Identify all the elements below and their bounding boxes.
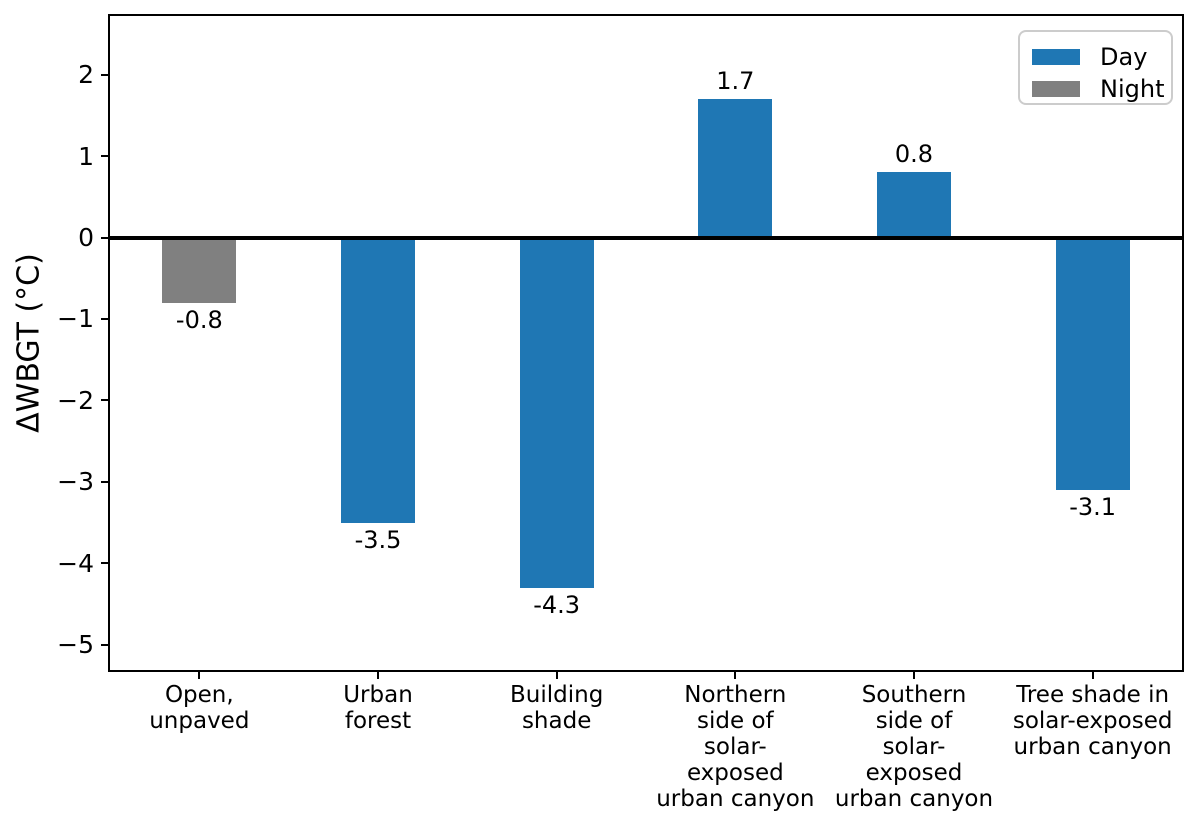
x-tick-label-northern-side-solar-exposed-urban-canyon: Northern side of solar-exposed urban canyon <box>620 682 850 812</box>
bar-building-shade <box>519 237 594 588</box>
x-tick-label-line: solar- <box>882 734 946 760</box>
legend-label-night: Night <box>1100 75 1165 103</box>
legend: Day Night <box>1018 30 1173 105</box>
x-tick-label-line: Northern <box>684 682 787 708</box>
bar-value-label: 0.8 <box>894 140 934 169</box>
legend-item-night: Night <box>1020 73 1171 105</box>
x-tick-label-line: unpaved <box>149 708 250 734</box>
x-tick-label-line: urban canyon <box>656 786 815 812</box>
legend-item-day: Day <box>1020 41 1171 73</box>
x-tick-label-line: solar- <box>703 734 767 760</box>
x-tick-label-tree-shade-solar-exposed-urban-canyon: Tree shade in solar-exposed urban canyon <box>978 682 1200 760</box>
x-tick-label-line: Open, <box>164 682 234 708</box>
bar-value-label: 1.7 <box>716 67 755 96</box>
x-tick-label-line: urban canyon <box>1013 734 1172 760</box>
x-tick-label-line: side of <box>697 708 774 734</box>
x-tick-mark <box>734 670 737 679</box>
x-tick-mark <box>555 670 558 679</box>
x-tick-label-southern-side-solar-exposed-urban-canyon: Southern side of solar-exposed urban canyon <box>799 682 1029 812</box>
y-tick-label: 1 <box>78 141 94 171</box>
y-tick-mark <box>101 643 110 646</box>
zero-line <box>110 235 1182 240</box>
bar-tree-shade-solar-exposed-urban-canyon <box>1055 237 1130 490</box>
x-tick-label-line: Southern <box>861 682 967 708</box>
x-tick-label-line: Building <box>510 682 604 708</box>
bar-value-label: -3.1 <box>1069 493 1117 521</box>
x-tick-label-urban-forest: Urban forest <box>263 682 493 734</box>
x-tick-mark <box>198 670 201 679</box>
y-tick-label: −5 <box>57 630 94 660</box>
x-tick-label-line: urban canyon <box>834 786 994 812</box>
x-tick-label-line: shade <box>521 708 592 734</box>
y-tick-mark <box>101 480 110 483</box>
bar-northern-side-solar-exposed-urban-canyon <box>698 99 773 238</box>
bar-open-unpaved <box>162 237 237 303</box>
x-tick-label-open-unpaved: Open, unpaved <box>84 682 314 734</box>
bar-value-label: -3.5 <box>354 525 402 554</box>
y-tick-mark <box>101 73 110 76</box>
x-tick-label-line: Urban <box>343 682 413 708</box>
bar-urban-forest <box>341 237 415 523</box>
y-tick-mark <box>101 562 110 565</box>
bar-value-label: -0.8 <box>175 305 223 334</box>
x-tick-label-line: Tree shade in <box>1016 682 1170 708</box>
x-tick-mark <box>913 670 915 679</box>
y-tick-mark <box>101 236 110 239</box>
x-tick-mark <box>1091 670 1094 679</box>
y-tick-label: −4 <box>57 548 94 578</box>
y-tick-label: −3 <box>57 467 94 497</box>
legend-label-day: Day <box>1100 43 1148 71</box>
y-tick-mark <box>101 155 110 158</box>
bar-value-label: -4.3 <box>533 590 581 619</box>
y-tick-label: 0 <box>78 223 94 253</box>
y-tick-label: −1 <box>57 304 94 334</box>
bar-southern-side-solar-exposed-urban-canyon <box>877 172 951 238</box>
legend-swatch-night <box>1032 81 1080 97</box>
plot-frame <box>108 14 1184 672</box>
x-tick-label-line: forest <box>344 708 412 734</box>
x-tick-label-line: exposed <box>865 760 963 786</box>
y-tick-label: −2 <box>57 385 94 415</box>
y-tick-label: 2 <box>78 60 94 90</box>
x-tick-mark <box>377 670 379 679</box>
legend-swatch-day <box>1032 49 1080 65</box>
x-tick-label-building-shade: Building shade <box>442 682 672 734</box>
x-tick-label-line: exposed <box>686 760 784 786</box>
x-tick-label-line: side of <box>875 708 953 734</box>
y-tick-mark <box>101 317 110 320</box>
y-tick-mark <box>101 399 110 402</box>
x-tick-label-line: solar-exposed <box>1012 708 1173 734</box>
